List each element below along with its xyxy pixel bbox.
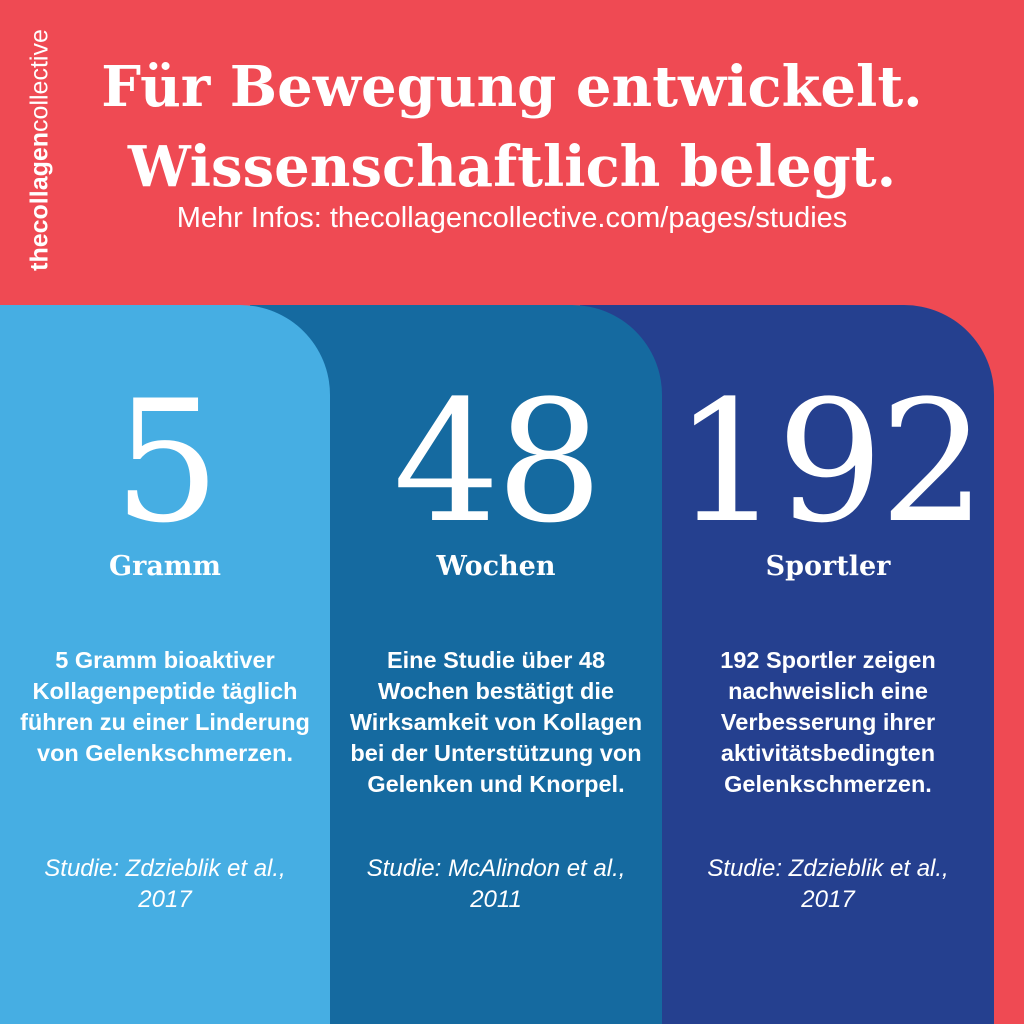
stat-unit: Sportler [765, 551, 891, 582]
stat-number: 192 [673, 364, 987, 560]
more-info-link-text: Mehr Infos: thecollagencollective.com/pa… [176, 202, 848, 234]
headline-line-1: Für Bewegung entwickelt. [101, 54, 923, 120]
stat-number: 5 [113, 364, 221, 560]
stat-panel-weeks: 48 Wochen Eine Studie über 48 Wochen bes… [330, 305, 662, 1024]
stat-unit: Wochen [436, 551, 556, 582]
stat-description: 5 Gramm bioaktiver Kollagenpeptide tägli… [20, 647, 310, 766]
stat-description: Eine Studie über 48 Wochen bestätigt die… [349, 647, 643, 797]
stat-number: 48 [393, 364, 603, 560]
stat-description: 192 Sportler zeigen nachweislich eine Ve… [720, 647, 936, 797]
stat-citation: Studie: Zdzieblik et al., 2017 [44, 855, 286, 913]
stat-panel-athletes: 192 Sportler 192 Sportler zeigen nachwei… [662, 305, 994, 1024]
stat-panel-grams: 5 Gramm 5 Gramm bioaktiver Kollagenpepti… [0, 305, 330, 1024]
headline-line-2: Wissenschaftlich belegt. [127, 134, 897, 200]
stat-unit: Gramm [109, 551, 221, 582]
stat-citation: Studie: Zdzieblik et al., 2017 [707, 855, 949, 913]
stat-citation: Studie: McAlindon et al., 2011 [366, 855, 626, 913]
column-background-grams [0, 305, 330, 1024]
